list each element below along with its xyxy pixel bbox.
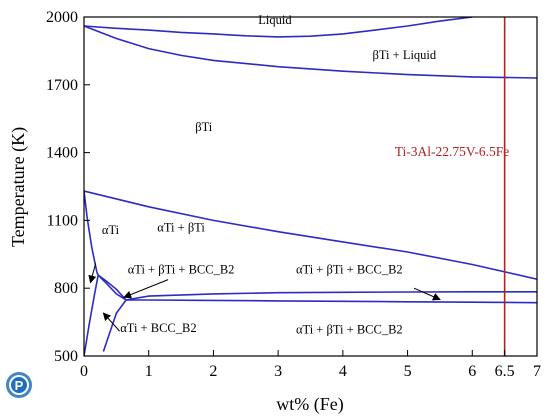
y-tick-label-2: 1100 (47, 212, 78, 229)
region-label-3: βTi (195, 120, 213, 134)
y-tick-label-5: 2000 (46, 9, 78, 26)
annotation-arrow-1 (88, 263, 97, 284)
region-label-7: αTi + βTi + BCC_B2 (296, 263, 403, 277)
x-tick-label-7: 6.5 (495, 363, 515, 380)
logo-letter: P (15, 378, 24, 393)
plot-frame (83, 16, 538, 357)
y-axis-title: Temperature (K) (8, 127, 29, 247)
y-tick-label-3: 1400 (46, 145, 78, 162)
y-tick-label-0: 500 (54, 348, 78, 365)
phase-boundary-line-6 (97, 274, 127, 301)
region-label-6: αTi + βTi + BCC_B2 (128, 263, 235, 277)
phase-boundary-line-8 (102, 299, 127, 352)
annotation-arrow-2 (123, 279, 169, 299)
phase-boundary-line-9 (125, 291, 537, 301)
region-label-9: αTi + βTi + BCC_B2 (296, 322, 403, 336)
x-axis-title: wt% (Fe) (276, 394, 343, 415)
phase-boundary-line-7 (97, 274, 127, 301)
x-tick-label-1: 1 (145, 363, 153, 380)
annotation-arrow-4 (102, 312, 120, 332)
x-tick-label-5: 5 (404, 363, 412, 380)
region-label-8: αTi + BCC_B2 (120, 321, 196, 335)
x-tick-label-6: 6 (468, 363, 476, 380)
x-tick-label-3: 3 (274, 363, 282, 380)
phase-boundary-line-1 (84, 17, 473, 38)
phase-boundaries (84, 17, 537, 356)
annotation-arrow-3 (413, 287, 441, 301)
plot-area (84, 17, 537, 356)
x-tick-label-2: 2 (209, 363, 217, 380)
x-tick-label-4: 4 (339, 363, 347, 380)
region-label-4: αTi (102, 223, 120, 237)
alloy-label: Ti-3Al-22.75V-6.5Fe (395, 144, 510, 159)
logo: P (4, 370, 34, 400)
phase-boundary-line-10 (126, 299, 537, 304)
x-tick-label-8: 7 (533, 363, 541, 380)
phase-boundary-line-4 (84, 190, 99, 276)
plot-background (84, 17, 537, 356)
phase-boundary-line-3 (84, 190, 537, 280)
region-label-1: Liquid (258, 13, 292, 27)
annotations: Ti-3Al-22.75V-6.5Fe Liquid βTi + Liquid βTi… (88, 13, 510, 356)
region-label-5: αTi + βTi (157, 221, 205, 235)
x-tick-label-0: 0 (80, 363, 88, 380)
y-tick-label-4: 1700 (46, 77, 78, 94)
phase-boundary-line-5 (84, 274, 99, 356)
logo-icon: P (6, 372, 32, 398)
phase-boundary-line-2 (84, 25, 537, 79)
region-label-2: βTi + Liquid (372, 48, 436, 62)
axes: 0 1 2 3 4 5 6 6.5 7 500 800 1100 1400 1700 2000 (46, 9, 541, 380)
y-tick-label-1: 800 (54, 280, 78, 297)
